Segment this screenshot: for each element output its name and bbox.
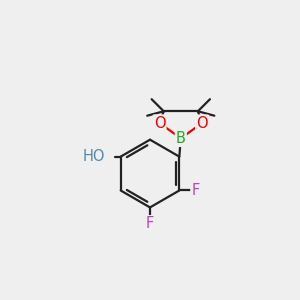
Text: HO: HO [82,149,105,164]
Text: B: B [176,131,186,146]
Text: F: F [191,183,200,198]
Text: O: O [196,116,208,130]
Text: O: O [154,116,165,130]
Text: F: F [146,216,154,231]
